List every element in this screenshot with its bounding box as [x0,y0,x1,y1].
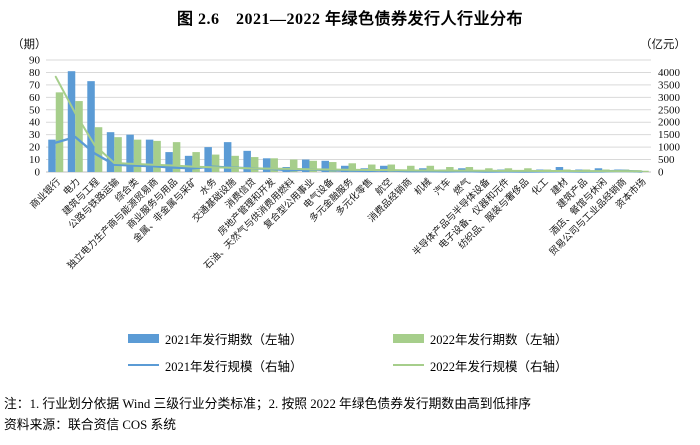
bar-swatch-2021-icon [128,333,159,343]
svg-text:1000: 1000 [658,142,681,154]
svg-text:50: 50 [29,104,41,116]
svg-text:2500: 2500 [658,104,681,116]
legend-item-2022-count: 2022年发行期数（左轴） [393,329,620,347]
line-swatch-2021-icon [128,364,159,366]
svg-text:20: 20 [29,142,41,154]
legend-label: 2022年发行规模（右轴） [430,359,568,374]
svg-text:汽车: 汽车 [431,176,453,198]
svg-text:500: 500 [658,154,675,166]
svg-text:90: 90 [29,55,41,67]
svg-text:70: 70 [29,79,41,91]
svg-text:3000: 3000 [658,92,681,104]
right-axis-unit-label: （亿元） [640,39,686,51]
svg-text:机械: 机械 [412,175,434,197]
note-line-1: 注：1. 行业划分依据 Wind 三级行业分类标准；2. 按照 2022 年绿色… [4,397,531,411]
legend-label: 2021年发行规模（右轴） [165,359,303,374]
svg-text:40: 40 [29,117,41,129]
bar-swatch-2022-icon [393,333,424,343]
legend-item-2021-count: 2021年发行期数（左轴） [128,329,393,347]
svg-text:商业银行: 商业银行 [28,175,64,211]
svg-text:3500: 3500 [658,79,681,91]
chart-legend: 2021年发行期数（左轴） 2022年发行期数（左轴） 2021年发行规模（右轴… [128,329,620,374]
svg-text:10: 10 [29,154,41,166]
svg-text:化工: 化工 [529,175,551,197]
legend-item-2021-scale: 2021年发行规模（右轴） [128,356,393,374]
left-axis-unit-label: （期） [12,39,47,51]
svg-text:30: 30 [29,129,41,141]
chart-notes: 注：1. 行业划分依据 Wind 三级行业分类标准；2. 按照 2022 年绿色… [4,394,698,436]
chart-title: 图 2.6 2021—2022 年绿色债券发行人行业分布 [176,11,523,28]
svg-text:0: 0 [35,167,41,179]
legend-item-2022-scale: 2022年发行规模（右轴） [393,356,620,374]
legend-label: 2021年发行期数（左轴） [165,332,303,347]
svg-text:2000: 2000 [658,117,681,129]
note-line-2: 资料来源：联合资信 COS 系统 [4,418,177,432]
legend-label: 2022年发行期数（左轴） [430,332,568,347]
svg-text:4000: 4000 [658,67,681,79]
svg-text:80: 80 [29,67,41,79]
svg-text:60: 60 [29,92,41,104]
svg-text:0: 0 [658,167,664,179]
svg-text:1500: 1500 [658,129,681,141]
line-swatch-2022-icon [393,364,424,366]
